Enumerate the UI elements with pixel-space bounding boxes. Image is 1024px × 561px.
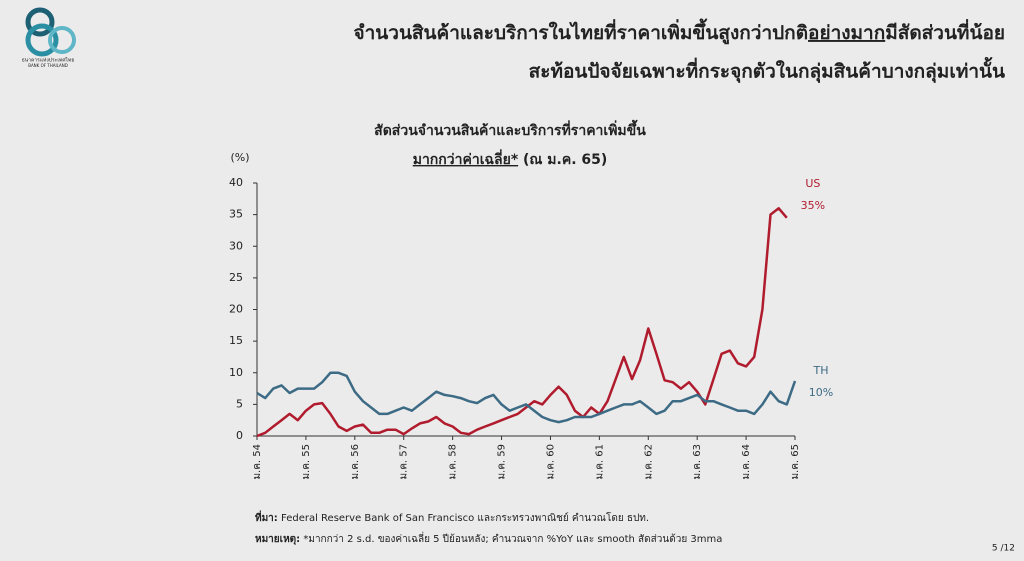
end-label: 10% bbox=[809, 386, 833, 399]
legend-label: TH bbox=[813, 364, 829, 377]
y-tick-label: 30 bbox=[229, 239, 243, 252]
data-line bbox=[256, 207, 788, 438]
y-tick-label: 35 bbox=[229, 208, 243, 221]
logo-text: ธนาคารแห่งประเทศไทย bbox=[22, 57, 75, 64]
logo-subtext: BANK OF THAILAND bbox=[28, 63, 68, 68]
x-tick-label: ม.ค. 54 bbox=[252, 444, 263, 480]
y-tick-label: 25 bbox=[229, 271, 243, 284]
x-tick-label: ม.ค. 57 bbox=[399, 444, 410, 480]
chart-title: สัดส่วนจำนวนสินค้าและบริการที่ราคาเพิ่มข… bbox=[374, 119, 646, 139]
x-tick-label: ม.ค. 65 bbox=[790, 444, 801, 480]
y-tick-label: 0 bbox=[236, 429, 243, 442]
source-text: Federal Reserve Bank of San Francisco แล… bbox=[278, 511, 649, 524]
y-tick-label: 5 bbox=[236, 397, 243, 410]
y-tick-label: 15 bbox=[229, 334, 243, 347]
chart-title: มากกว่าค่าเฉลี่ย* (ณ ม.ค. 65) bbox=[413, 149, 608, 168]
slide-title: จำนวนสินค้าและบริการในไทยที่ราคาเพิ่มขึ้… bbox=[353, 18, 1005, 45]
x-tick-label: ม.ค. 59 bbox=[497, 444, 508, 480]
note: หมายเหตุ: *มากกว่า 2 s.d. ของค่าเฉลี่ย 5… bbox=[255, 531, 722, 545]
x-tick-label: ม.ค. 64 bbox=[741, 444, 752, 480]
y-tick-label: 40 bbox=[229, 176, 243, 189]
title-part: อย่างมาก bbox=[808, 22, 885, 44]
title-part: จำนวนสินค้าและบริการในไทยที่ราคาเพิ่มขึ้… bbox=[353, 18, 808, 45]
x-tick-label: ม.ค. 63 bbox=[692, 444, 703, 480]
y-tick-label: 10 bbox=[229, 366, 243, 379]
source: ที่มา: Federal Reserve Bank of San Franc… bbox=[255, 510, 649, 524]
x-tick-label: ม.ค. 62 bbox=[643, 444, 654, 480]
x-tick-label: ม.ค. 60 bbox=[545, 444, 556, 480]
y-tick-label: 20 bbox=[229, 303, 243, 316]
legend-label: US bbox=[805, 177, 820, 190]
page-number: 5 /12 bbox=[992, 544, 1015, 554]
logo: ธนาคารแห่งประเทศไทย BANK OF THAILAND bbox=[22, 7, 76, 68]
source-label: ที่มา: bbox=[255, 510, 278, 524]
slide-title: สะท้อนปัจจัยเฉพาะที่กระจุกตัวในกลุ่มสินค… bbox=[529, 57, 1005, 84]
x-tick-label: ม.ค. 55 bbox=[301, 444, 312, 480]
note-text: *มากกว่า 2 s.d. ของค่าเฉลี่ย 5 ปีย้อนหลั… bbox=[300, 531, 722, 545]
data-line bbox=[256, 371, 797, 424]
x-tick-label: ม.ค. 56 bbox=[350, 444, 361, 480]
chart-title-part: มากกว่าค่าเฉลี่ย* bbox=[413, 149, 519, 168]
x-tick-label: ม.ค. 61 bbox=[594, 444, 605, 480]
chart-title-part: (ณ ม.ค. 65) bbox=[518, 152, 607, 168]
title-part: มีสัดส่วนที่น้อย bbox=[885, 19, 1005, 44]
y-unit: (%) bbox=[230, 151, 249, 164]
x-tick-label: ม.ค. 58 bbox=[448, 444, 459, 480]
note-label: หมายเหตุ: bbox=[255, 534, 300, 545]
end-label: 35% bbox=[801, 199, 825, 212]
